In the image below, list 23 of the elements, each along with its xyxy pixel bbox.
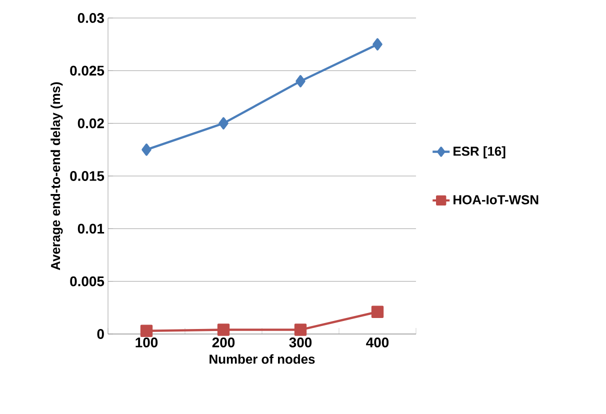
- x-tick-label: 300: [289, 338, 312, 348]
- y-tick-label: 0: [97, 329, 104, 339]
- legend-label: HOA-IoT-WSN: [454, 195, 538, 204]
- point: [217, 324, 230, 336]
- y-tick-label: 0.03: [78, 13, 104, 23]
- legend-label: ESR [16]: [454, 146, 506, 158]
- point: [294, 324, 307, 336]
- x-axis-title: Number of nodes: [210, 354, 315, 364]
- x-tick-label: 200: [212, 338, 235, 348]
- point: [218, 117, 228, 130]
- point: [372, 38, 382, 50]
- y-tick-label: 0.02: [78, 118, 104, 128]
- y-axis-title: Average end-to-end delay (ms): [50, 82, 63, 270]
- y-tick-label: 0.015: [70, 171, 104, 181]
- point: [371, 306, 384, 318]
- point: [140, 324, 153, 337]
- point: [142, 144, 152, 156]
- x-tick-label: 400: [366, 338, 389, 348]
- y-tick-label: 0.025: [70, 66, 104, 76]
- y-tick-label: 0.005: [70, 276, 104, 286]
- point: [296, 75, 306, 88]
- x-tick-label: 100: [136, 338, 158, 348]
- y-tick-label: 0.01: [78, 224, 104, 234]
